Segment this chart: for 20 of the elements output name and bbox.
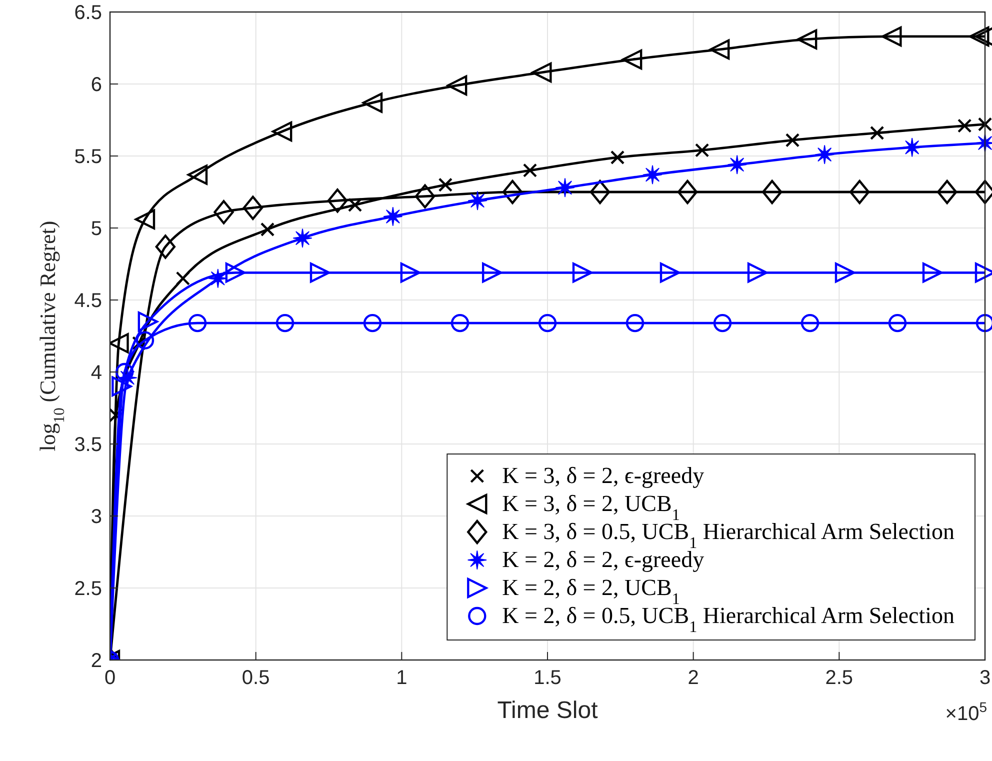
y-tick-label: 2.5 <box>74 578 102 600</box>
text: ×10$^{5}$ <box>945 699 988 725</box>
x-tick-label: 3 <box>979 667 991 689</box>
x-tick-label: 0.5 <box>242 667 270 689</box>
y-tick-label: 3.5 <box>74 434 102 456</box>
y-tick-label: 5.5 <box>74 146 102 168</box>
x-tick-label: 1 <box>396 667 408 689</box>
x-tick-label: 2 <box>688 667 699 689</box>
y-tick-label: 6.5 <box>74 2 102 24</box>
x-axis-title: Time Slot <box>497 697 598 724</box>
x-tick-label: 2.5 <box>825 667 854 689</box>
y-tick-label: 4.5 <box>74 290 102 312</box>
x-tick-label: 1.5 <box>534 667 562 689</box>
y-tick-label: 4 <box>90 362 102 384</box>
y-tick-label: 6 <box>90 74 102 96</box>
y-tick-label: 5 <box>90 218 102 240</box>
legend-label: K = 3, δ = 2, ϵ-greedy <box>502 463 705 488</box>
y-tick-label: 2 <box>90 650 102 672</box>
y-tick-label: 3 <box>90 506 102 528</box>
x-tick-label: 0 <box>104 667 116 689</box>
